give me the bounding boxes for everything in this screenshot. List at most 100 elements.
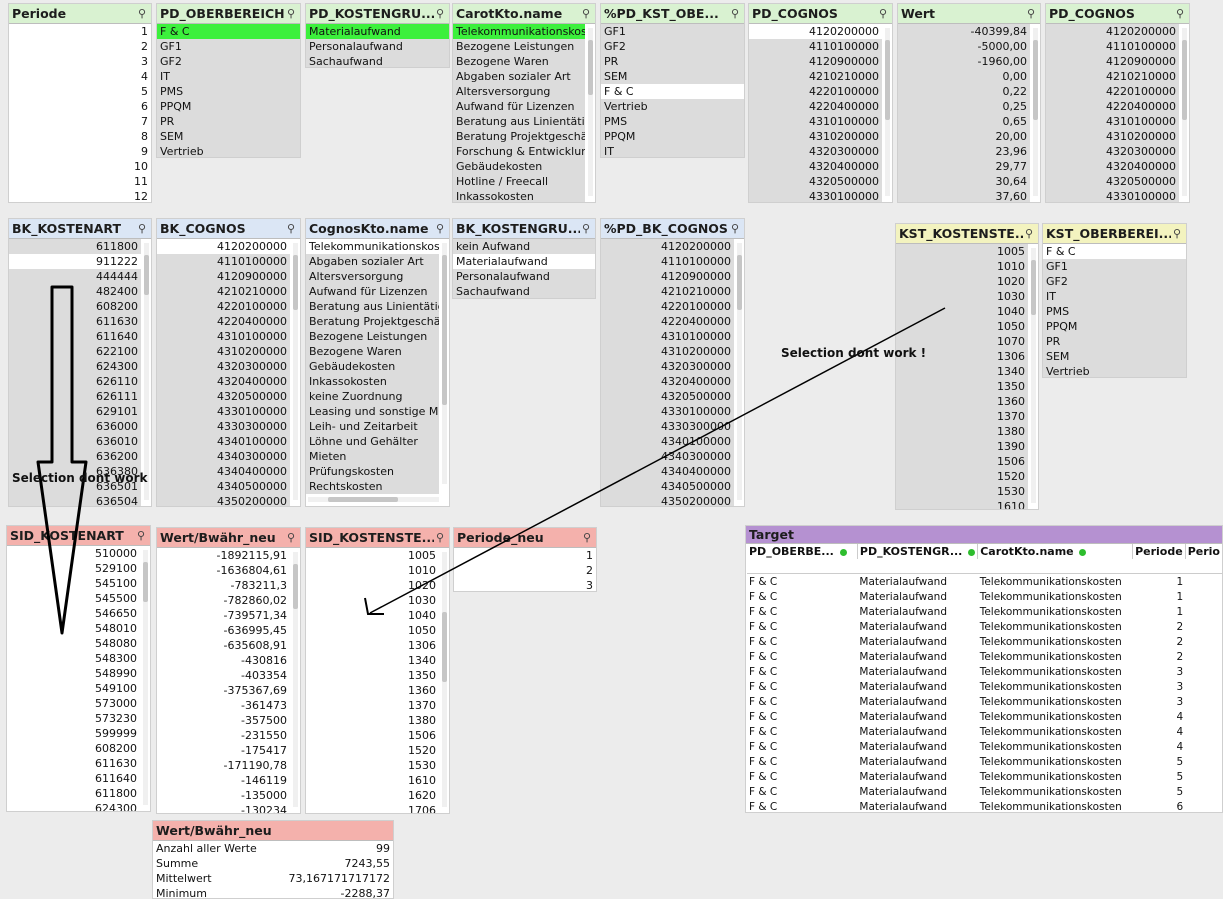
list-item[interactable]: 1010 (306, 563, 439, 578)
list-item[interactable]: PMS (1043, 304, 1186, 319)
list-item[interactable]: 4330100000 (1046, 189, 1179, 202)
list-item[interactable]: Löhne und Gehälter (306, 434, 439, 449)
scrollbar[interactable] (885, 28, 890, 196)
list-item[interactable]: 626110 (9, 374, 141, 389)
list-item[interactable]: 4110100000 (749, 39, 882, 54)
list-item[interactable]: 1380 (896, 424, 1028, 439)
list-item[interactable]: GF1 (601, 24, 744, 39)
table-row[interactable]: F & C Materialaufwand Telekommunikationsko… (747, 574, 1222, 590)
list-item[interactable]: F & C (601, 84, 744, 99)
list-item[interactable]: 1050 (896, 319, 1028, 334)
list-item[interactable]: 4310200000 (1046, 129, 1179, 144)
listbox-pd-kostengru[interactable]: PD_KOSTENGRU... ⚲ Materialaufwand Persona… (305, 3, 450, 68)
list-item[interactable]: 4110100000 (157, 254, 290, 269)
table-row[interactable]: F & C Materialaufwand Telekommunikationsko… (747, 739, 1222, 754)
list-item[interactable]: 1706 (306, 803, 439, 813)
list-item[interactable]: -782860,02 (157, 593, 290, 608)
list-item[interactable]: 4110100000 (1046, 39, 1179, 54)
list-item[interactable]: keine Zuordnung (306, 389, 439, 404)
scrollbar[interactable] (144, 243, 149, 500)
list-item[interactable]: F & C (1043, 244, 1186, 259)
list-item[interactable]: 4340400000 (157, 464, 290, 479)
list-item[interactable]: 9 (9, 144, 151, 159)
listbox-bk-kostenart[interactable]: BK_KOSTENART ⚲ 611800 911222 444444 48240… (8, 218, 152, 507)
listbox-sid-kostenste[interactable]: SID_KOSTENSTE... ⚲ 1005 1010 1020 1030 10… (305, 527, 450, 814)
list-item[interactable]: 529100 (7, 561, 140, 576)
list-item[interactable]: 622100 (9, 344, 141, 359)
list-item[interactable]: 549100 (7, 681, 140, 696)
list-item[interactable]: PR (1043, 334, 1186, 349)
list-item[interactable]: 4220100000 (157, 299, 290, 314)
table-row[interactable]: F & C Materialaufwand Telekommunikationsko… (747, 604, 1222, 619)
list-item[interactable]: 6 (9, 99, 151, 114)
list-item[interactable]: 624300 (9, 359, 141, 374)
list-item[interactable]: GF2 (1043, 274, 1186, 289)
list-item[interactable]: Altersversorgung (306, 269, 439, 284)
list-item[interactable]: GF1 (1043, 259, 1186, 274)
list-item[interactable]: 4210210000 (601, 284, 734, 299)
list-item[interactable]: 4330300000 (157, 419, 290, 434)
list-item[interactable]: 1620 (306, 788, 439, 803)
list-item[interactable]: -636995,45 (157, 623, 290, 638)
list-item[interactable]: Bezogene Leistungen (453, 39, 585, 54)
list-item[interactable]: -171190,78 (157, 758, 290, 773)
listbox-pd-cognos[interactable]: PD_COGNOS ⚲ 4120200000 4110100000 4120900… (748, 3, 893, 203)
list-item[interactable]: 1350 (306, 668, 439, 683)
list-item[interactable]: 599999 (7, 726, 140, 741)
list-item[interactable]: 4320400000 (157, 374, 290, 389)
list-item[interactable]: 911222 (9, 254, 141, 269)
list-item[interactable]: 23,96 (898, 144, 1030, 159)
table-row[interactable]: F & C Materialaufwand Telekommunikationsko… (747, 619, 1222, 634)
list-item[interactable]: 545500 (7, 591, 140, 606)
list-item[interactable]: 4330100000 (749, 189, 882, 202)
list-item[interactable]: 4120900000 (157, 269, 290, 284)
list-item[interactable]: -1636804,61 (157, 563, 290, 578)
listbox-wert[interactable]: Wert ⚲ -40399,84 -5000,00 -1960,00 0,00 0… (897, 3, 1041, 203)
list-item[interactable]: 4320400000 (601, 374, 734, 389)
search-icon[interactable]: ⚲ (730, 222, 740, 235)
list-item[interactable]: 1520 (306, 743, 439, 758)
search-icon[interactable]: ⚲ (581, 222, 591, 235)
list-item[interactable]: kein Aufwand (453, 239, 595, 254)
list-item[interactable]: 1520 (896, 469, 1028, 484)
list-item[interactable]: 611640 (7, 771, 140, 786)
list-item[interactable]: 4120200000 (601, 239, 734, 254)
list-item[interactable]: 4320400000 (749, 159, 882, 174)
list-item[interactable]: 1610 (896, 499, 1028, 509)
list-item[interactable]: -175417 (157, 743, 290, 758)
list-item[interactable]: 1030 (306, 593, 439, 608)
list-item[interactable]: 0,25 (898, 99, 1030, 114)
list-item[interactable]: 1306 (306, 638, 439, 653)
list-item[interactable]: Beratung aus Linientätigkei (306, 299, 439, 314)
search-icon[interactable]: ⚲ (136, 529, 146, 542)
list-item[interactable]: GF1 (157, 39, 300, 54)
list-item[interactable]: 1506 (896, 454, 1028, 469)
list-item[interactable]: 611800 (9, 239, 141, 254)
list-item[interactable]: 624300 (7, 801, 140, 811)
list-item[interactable]: Beratung Projektgeschäft (306, 314, 439, 329)
list-item[interactable]: Sachaufwand (306, 54, 449, 67)
list-item[interactable]: 1370 (306, 698, 439, 713)
table-row[interactable]: F & C Materialaufwand Telekommunikationsko… (747, 754, 1222, 769)
list-item[interactable]: Bezogene Leistungen (306, 329, 439, 344)
list-item[interactable]: 37,60 (898, 189, 1030, 202)
list-item[interactable]: Abgaben sozialer Art (306, 254, 439, 269)
list-item[interactable]: 444444 (9, 269, 141, 284)
list-item[interactable]: Vertrieb (601, 99, 744, 114)
list-item[interactable]: 4310100000 (1046, 114, 1179, 129)
search-icon[interactable]: ⚲ (286, 7, 296, 20)
list-item[interactable]: 4220100000 (749, 84, 882, 99)
list-item[interactable]: 4340500000 (157, 479, 290, 494)
search-icon[interactable]: ⚲ (582, 531, 592, 544)
list-item[interactable]: 4 (9, 69, 151, 84)
list-item[interactable]: 1340 (896, 364, 1028, 379)
table-row[interactable]: F & C Materialaufwand Telekommunikationsko… (747, 784, 1222, 799)
list-item[interactable]: 4220400000 (157, 314, 290, 329)
scrollbar[interactable] (1033, 28, 1038, 196)
list-item[interactable]: -403354 (157, 668, 290, 683)
list-item[interactable]: 5 (9, 84, 151, 99)
table-row[interactable]: F & C Materialaufwand Telekommunikationsko… (747, 664, 1222, 679)
list-item[interactable]: 4340100000 (601, 434, 734, 449)
list-item[interactable]: 636200 (9, 449, 141, 464)
list-item[interactable]: 0,22 (898, 84, 1030, 99)
